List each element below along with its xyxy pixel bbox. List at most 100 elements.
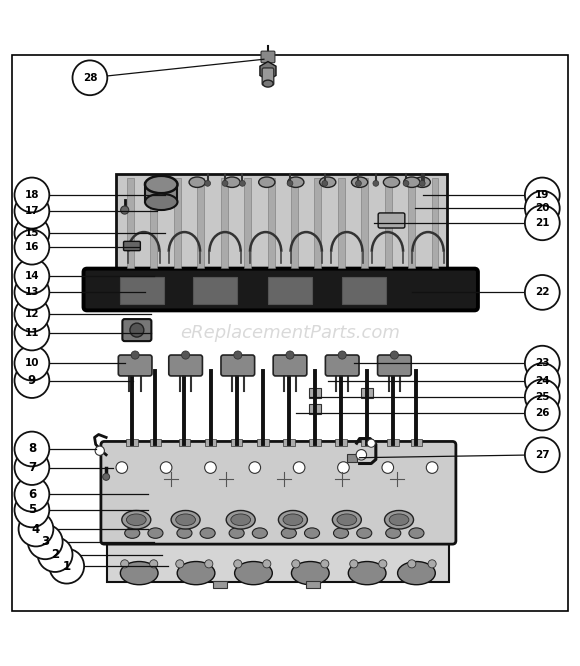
- Ellipse shape: [283, 514, 303, 525]
- Text: 7: 7: [28, 461, 36, 474]
- Bar: [150, 439, 161, 446]
- Text: 27: 27: [535, 450, 550, 460]
- Bar: [309, 388, 321, 398]
- Ellipse shape: [148, 528, 163, 538]
- Bar: [213, 581, 227, 588]
- Bar: [283, 439, 295, 446]
- FancyBboxPatch shape: [273, 355, 307, 376]
- Ellipse shape: [252, 528, 267, 538]
- FancyBboxPatch shape: [122, 319, 151, 341]
- Bar: [385, 178, 392, 268]
- Ellipse shape: [278, 510, 307, 529]
- Circle shape: [525, 363, 560, 398]
- Bar: [432, 178, 438, 268]
- Text: 4: 4: [32, 523, 40, 535]
- Ellipse shape: [337, 514, 357, 525]
- Circle shape: [338, 462, 349, 474]
- Circle shape: [14, 363, 49, 398]
- Ellipse shape: [121, 561, 158, 585]
- Circle shape: [95, 446, 104, 456]
- Bar: [107, 543, 450, 582]
- Circle shape: [103, 474, 110, 480]
- Circle shape: [525, 205, 560, 240]
- Text: 19: 19: [535, 190, 549, 200]
- Bar: [335, 439, 347, 446]
- Circle shape: [14, 477, 49, 511]
- Circle shape: [121, 560, 129, 568]
- Bar: [231, 439, 242, 446]
- Circle shape: [390, 351, 398, 359]
- Circle shape: [14, 492, 49, 527]
- Circle shape: [292, 560, 300, 568]
- Circle shape: [14, 346, 49, 380]
- Circle shape: [525, 191, 560, 226]
- Bar: [205, 439, 216, 446]
- Bar: [306, 581, 320, 588]
- Text: 14: 14: [24, 271, 39, 281]
- FancyBboxPatch shape: [261, 51, 275, 63]
- Circle shape: [350, 560, 358, 568]
- Ellipse shape: [177, 561, 215, 585]
- Circle shape: [121, 206, 129, 214]
- Bar: [314, 178, 321, 268]
- Text: 16: 16: [24, 242, 39, 252]
- Ellipse shape: [226, 510, 255, 529]
- Ellipse shape: [332, 510, 361, 529]
- FancyBboxPatch shape: [378, 355, 411, 376]
- Circle shape: [525, 275, 560, 310]
- Bar: [145, 183, 177, 202]
- Bar: [193, 277, 237, 304]
- Ellipse shape: [263, 80, 273, 87]
- Circle shape: [428, 560, 436, 568]
- Text: 28: 28: [83, 73, 97, 83]
- FancyBboxPatch shape: [262, 68, 274, 85]
- Circle shape: [14, 316, 49, 350]
- Circle shape: [14, 450, 49, 485]
- Ellipse shape: [224, 177, 240, 187]
- Circle shape: [150, 560, 158, 568]
- Circle shape: [130, 323, 144, 337]
- Circle shape: [525, 396, 560, 430]
- Circle shape: [116, 462, 128, 474]
- Circle shape: [19, 511, 53, 546]
- Text: 25: 25: [535, 392, 550, 402]
- Text: 26: 26: [535, 408, 550, 418]
- Circle shape: [322, 180, 328, 186]
- Bar: [361, 439, 373, 446]
- FancyBboxPatch shape: [221, 355, 255, 376]
- Ellipse shape: [234, 561, 273, 585]
- Circle shape: [286, 351, 294, 359]
- Bar: [361, 178, 368, 268]
- Circle shape: [293, 462, 305, 474]
- Circle shape: [160, 462, 172, 474]
- Circle shape: [367, 439, 375, 448]
- Bar: [267, 178, 274, 268]
- Text: 12: 12: [24, 310, 39, 320]
- Ellipse shape: [189, 177, 205, 187]
- FancyBboxPatch shape: [378, 213, 405, 228]
- Bar: [244, 178, 251, 268]
- Text: 21: 21: [535, 218, 550, 228]
- Circle shape: [321, 560, 329, 568]
- Text: 15: 15: [24, 228, 39, 238]
- Bar: [257, 439, 269, 446]
- FancyBboxPatch shape: [325, 355, 359, 376]
- Text: 5: 5: [28, 503, 36, 516]
- Text: 17: 17: [24, 206, 39, 216]
- Text: eReplacementParts.com: eReplacementParts.com: [180, 324, 400, 342]
- Ellipse shape: [231, 514, 251, 525]
- Text: 18: 18: [24, 190, 39, 200]
- Ellipse shape: [304, 528, 320, 538]
- Text: 8: 8: [28, 442, 36, 456]
- Bar: [126, 439, 138, 446]
- FancyBboxPatch shape: [101, 442, 456, 544]
- Circle shape: [14, 216, 49, 250]
- Circle shape: [205, 180, 211, 186]
- FancyBboxPatch shape: [118, 355, 152, 376]
- Ellipse shape: [281, 528, 296, 538]
- Bar: [179, 439, 190, 446]
- Ellipse shape: [200, 528, 215, 538]
- Text: 24: 24: [535, 376, 550, 386]
- Circle shape: [38, 537, 72, 572]
- Ellipse shape: [145, 176, 177, 193]
